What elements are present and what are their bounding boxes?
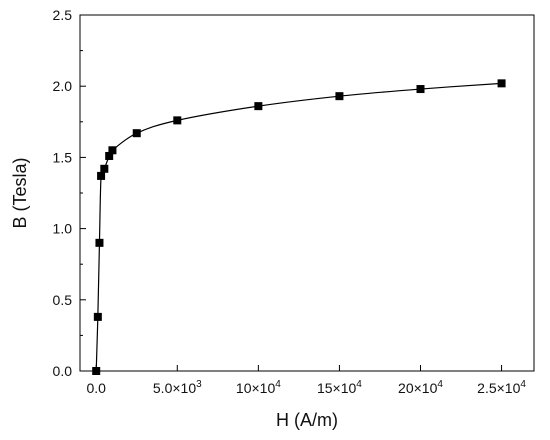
- y-tick-label: 0.5: [53, 292, 73, 308]
- x-tick-label: 0.0: [86, 380, 106, 396]
- data-point: [95, 238, 104, 247]
- data-point: [254, 102, 263, 111]
- y-axis-title: B (Tesla): [10, 157, 30, 228]
- x-tick-label: 20×104: [398, 379, 443, 396]
- data-point: [173, 116, 182, 125]
- data-point: [416, 85, 425, 94]
- x-tick-label: 5.0×103: [153, 379, 202, 396]
- data-point: [335, 92, 344, 101]
- plot-frame: [79, 14, 535, 372]
- data-point: [497, 79, 506, 88]
- y-tick-label: 1.0: [53, 221, 73, 237]
- data-point: [97, 171, 106, 180]
- y-tick-label: 1.5: [53, 149, 73, 165]
- series-line: [95, 82, 502, 372]
- x-tick-label: 2.5×104: [477, 379, 526, 396]
- data-point: [93, 312, 102, 321]
- x-axis: 0.0 5.0×103 10×104 15×104 20×104 2.5×104: [86, 365, 526, 396]
- series-markers: [92, 79, 506, 375]
- x-axis-title: H (A/m): [276, 410, 338, 430]
- x-tick-label: 15×104: [317, 379, 362, 396]
- y-tick-label: 2.5: [53, 7, 73, 23]
- data-point: [108, 146, 117, 155]
- y-tick-label: 2.0: [53, 78, 73, 94]
- x-tick-label: 10×104: [236, 379, 281, 396]
- data-point: [132, 129, 141, 138]
- y-axis: 0.0 0.5 1.0 1.5 2.0 2.5: [53, 7, 86, 379]
- data-point: [92, 367, 101, 375]
- data-point: [100, 164, 109, 173]
- y-tick-label: 0.0: [53, 363, 73, 379]
- data-point: [105, 151, 114, 160]
